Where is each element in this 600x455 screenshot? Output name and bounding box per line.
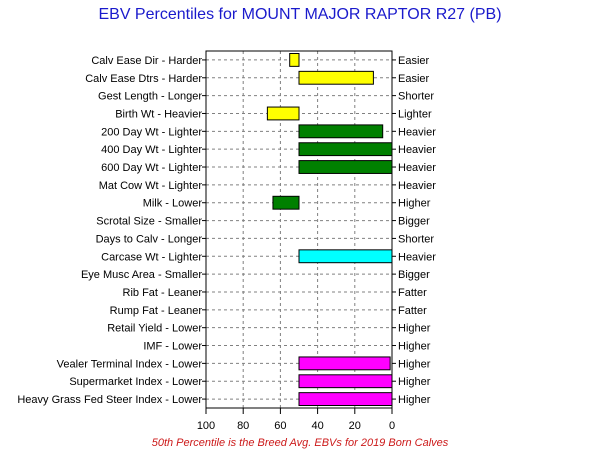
trait-label-right: Easier [398,73,430,85]
percentile-bar [266,106,300,121]
trait-label-left: Heavy Grass Fed Steer Index - Lower [17,394,202,406]
percentile-bar [298,249,393,264]
plot-frame [205,50,393,409]
trait-label-left: Rib Fat - Leaner [123,287,203,299]
trait-label-right: Fatter [398,287,427,299]
percentile-bar [298,124,384,139]
x-tick-label: 20 [349,420,361,432]
x-tick-label: 40 [311,420,323,432]
trait-label-left: Gest Length - Longer [98,91,202,103]
trait-label-right: Fatter [398,305,427,317]
trait-label-right: Heavier [398,180,436,192]
trait-label-left: Carcase Wt - Lighter [101,251,202,263]
trait-label-left: Rump Fat - Leaner [110,305,203,317]
trait-label-right: Easier [398,55,430,67]
trait-label-right: Shorter [398,91,434,103]
trait-label-right: Higher [398,198,431,210]
trait-label-right: Higher [398,376,431,388]
trait-label-left: Vealer Terminal Index - Lower [57,358,203,370]
trait-label-right: Heavier [398,126,436,138]
trait-label-right: Shorter [398,233,434,245]
x-tick-label: 80 [237,420,249,432]
x-tick-label: 0 [389,420,395,432]
x-tick-label: 100 [197,420,215,432]
trait-label-left: IMF - Lower [143,341,202,353]
trait-label-right: Lighter [398,108,432,120]
trait-label-left: Scrotal Size - Smaller [96,216,202,228]
percentile-bar [298,392,393,407]
trait-label-right: Heavier [398,144,436,156]
trait-label-left: Milk - Lower [143,198,203,210]
trait-label-right: Higher [398,394,431,406]
trait-label-left: Eye Musc Area - Smaller [81,269,202,281]
trait-label-left: Calv Ease Dir - Harder [91,55,202,67]
trait-label-left: Mat Cow Wt - Lighter [99,180,203,192]
trait-label-left: Days to Calv - Longer [96,233,203,245]
chart-footnote: 50th Percentile is the Breed Avg. EBVs f… [151,437,449,449]
percentile-bar [298,160,393,174]
percentile-bar [298,70,374,85]
trait-label-left: 200 Day Wt - Lighter [101,126,202,138]
trait-label-right: Higher [398,358,431,370]
percentile-bar [298,356,391,371]
percentile-bar [298,374,393,389]
chart-title: EBV Percentiles for MOUNT MAJOR RAPTOR R… [98,6,502,23]
trait-label-right: Heavier [398,162,436,174]
trait-label-left: Birth Wt - Heavier [115,108,202,120]
percentile-bar [289,52,300,67]
trait-label-right: Bigger [398,216,430,228]
trait-label-right: Heavier [398,251,436,263]
trait-label-right: Bigger [398,269,430,281]
trait-label-right: Higher [398,323,431,335]
trait-label-left: 600 Day Wt - Lighter [101,162,202,174]
trait-label-left: 400 Day Wt - Lighter [101,144,202,156]
percentile-bar [272,195,300,210]
trait-label-left: Supermarket Index - Lower [69,376,202,388]
trait-label-right: Higher [398,341,431,353]
trait-label-left: Calv Ease Dtrs - Harder [85,73,202,85]
x-tick-label: 60 [274,420,286,432]
trait-label-left: Retail Yield - Lower [107,323,202,335]
percentile-bar [298,142,393,157]
